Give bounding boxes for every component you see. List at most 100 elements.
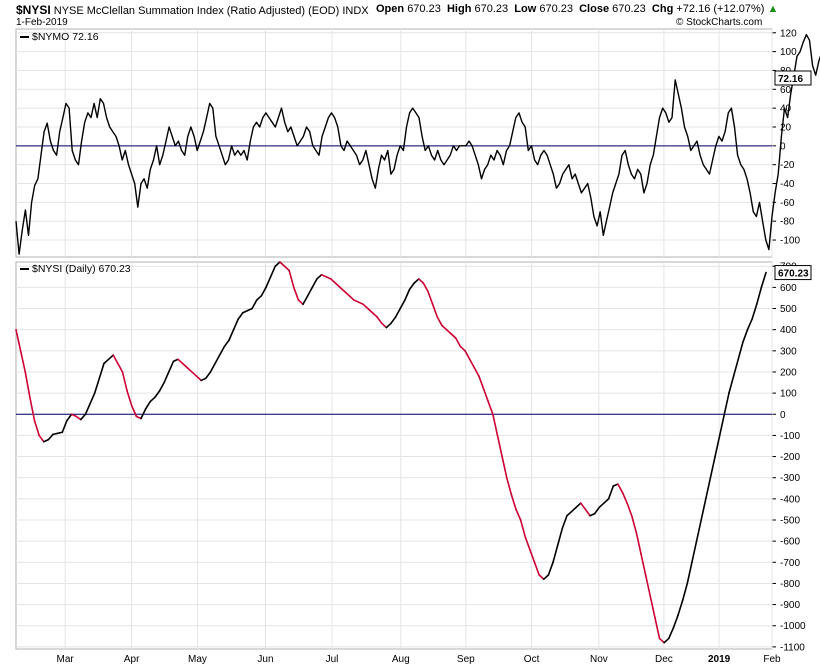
nysi-series-segment bbox=[496, 434, 503, 458]
nysi-series-segment bbox=[228, 328, 235, 342]
nysi-series-segment bbox=[640, 553, 647, 576]
x-tick-label: Jun bbox=[257, 654, 273, 665]
nymo-last-value-box bbox=[774, 70, 812, 86]
nysi-series-segment bbox=[75, 415, 82, 421]
nysi-series-segment bbox=[343, 290, 351, 297]
chart-title: $NYSI NYSE McClellan Summation Index (Ra… bbox=[16, 3, 369, 17]
nysi-series-segment bbox=[38, 434, 45, 443]
nysi-series-segment bbox=[47, 433, 54, 441]
nysi-series-segment bbox=[570, 506, 577, 513]
up-arrow-icon: ▲ bbox=[767, 3, 779, 15]
nysi-series-segment bbox=[292, 286, 300, 301]
nysi-series-segment bbox=[232, 318, 240, 331]
nysi-series-segment bbox=[126, 390, 133, 407]
symbol: $NYSI bbox=[16, 3, 51, 17]
nysi-series-segment bbox=[218, 345, 226, 356]
nysi-series-segment bbox=[593, 506, 601, 515]
nysi-series-segment bbox=[413, 278, 420, 284]
nymo-last-value-label: 72.16 bbox=[778, 74, 803, 85]
nysi-series-segment bbox=[42, 438, 50, 443]
nysi-series-segment bbox=[376, 316, 383, 325]
nysi-series-segment bbox=[172, 358, 179, 363]
nymo-legend: $NYMO 72.16 bbox=[20, 31, 99, 43]
nysi-series-segment bbox=[320, 273, 327, 278]
nysi-tick-label: 300 bbox=[780, 346, 797, 357]
nysi-series-segment bbox=[501, 455, 508, 479]
nysi-series-segment bbox=[70, 413, 77, 418]
x-tick-label: 2019 bbox=[708, 654, 731, 665]
x-tick-label: Feb bbox=[763, 654, 781, 665]
nysi-series-segment bbox=[422, 282, 429, 293]
x-tick-label: Mar bbox=[57, 654, 75, 665]
nysi-tick-label: -1000 bbox=[780, 621, 806, 632]
nysi-tick-label: 200 bbox=[780, 367, 797, 378]
nysi-series-segment bbox=[288, 269, 295, 289]
nysi-series-segment bbox=[80, 413, 87, 421]
nysi-series-segment bbox=[603, 498, 610, 504]
nymo-tick-label: -60 bbox=[780, 198, 795, 209]
nysi-series-segment bbox=[742, 328, 749, 344]
nysi-series-segment bbox=[561, 514, 568, 530]
nysi-tick-label: -700 bbox=[780, 558, 800, 569]
nysi-series-segment bbox=[700, 498, 707, 521]
nysi-series-segment bbox=[177, 358, 184, 365]
nysi-series-segment bbox=[311, 278, 318, 289]
nysi-series-segment bbox=[515, 508, 522, 521]
nysi-series-segment bbox=[98, 362, 105, 380]
nysi-series-segment bbox=[505, 476, 513, 496]
nysi-series-segment bbox=[538, 574, 545, 581]
nysi-tick-label: 0 bbox=[780, 410, 786, 421]
nysi-series-segment bbox=[19, 350, 27, 373]
ohlc-readout: Open 670.23 High 670.23 Low 670.23 Close… bbox=[376, 3, 778, 15]
nysi-series-segment bbox=[334, 282, 341, 289]
low-label: Low bbox=[514, 3, 537, 15]
x-tick-label: Apr bbox=[124, 654, 140, 665]
nysi-series-segment bbox=[459, 345, 466, 352]
nysi-series-segment bbox=[357, 301, 365, 306]
chg-label: Chg bbox=[651, 3, 674, 15]
nysi-series-segment bbox=[542, 574, 550, 581]
nysi-series-segment bbox=[167, 360, 175, 373]
nysi-series-segment bbox=[362, 303, 369, 310]
nysi-series-segment bbox=[436, 316, 443, 327]
chart-date: 1-Feb-2019 bbox=[16, 17, 68, 28]
nysi-series-segment bbox=[24, 371, 31, 399]
nysi-series-segment bbox=[723, 392, 730, 416]
nysi-series-segment bbox=[154, 390, 161, 399]
nysi-series-segment bbox=[29, 396, 36, 422]
nymo-tick-label: 20 bbox=[780, 122, 792, 133]
nymo-tick-label: -80 bbox=[780, 217, 795, 228]
nymo-legend-text: $NYMO 72.16 bbox=[32, 31, 99, 43]
x-tick-label: Aug bbox=[392, 654, 410, 665]
nysi-series-segment bbox=[529, 548, 536, 564]
nysi-series-segment bbox=[533, 561, 540, 576]
nysi-series-segment bbox=[121, 371, 128, 392]
nysi-series-segment bbox=[84, 402, 91, 416]
x-tick-label: Jul bbox=[326, 654, 339, 665]
nysi-series-segment bbox=[260, 286, 267, 297]
nysi-series-segment bbox=[667, 627, 675, 640]
nysi-series-segment bbox=[556, 527, 564, 547]
nysi-series-segment bbox=[584, 508, 591, 517]
open-label: Open bbox=[376, 3, 405, 15]
nysi-series-segment bbox=[265, 276, 272, 289]
nysi-series-segment bbox=[306, 286, 314, 297]
nysi-series-segment bbox=[455, 337, 462, 348]
nysi-series-segment bbox=[445, 328, 452, 335]
nysi-series-segment bbox=[686, 561, 693, 585]
nymo-tick-label: 60 bbox=[780, 85, 792, 96]
nysi-last-value-label: 670.23 bbox=[778, 269, 809, 280]
nysi-series-segment bbox=[404, 288, 411, 301]
nysi-tick-label: -1100 bbox=[780, 642, 805, 653]
nymo-tick-label: 0 bbox=[780, 141, 786, 152]
nymo-panel-frame bbox=[15, 28, 773, 258]
nysi-series-segment bbox=[325, 276, 332, 280]
nysi-tick-label: 100 bbox=[780, 389, 797, 400]
nysi-series-segment bbox=[630, 514, 638, 534]
nysi-series-segment bbox=[732, 358, 740, 377]
nysi-series-segment bbox=[705, 476, 712, 500]
nysi-series-segment bbox=[617, 483, 624, 494]
nysi-series-segment bbox=[302, 295, 309, 306]
x-tick-label: Oct bbox=[524, 654, 540, 665]
nysi-tick-label: -400 bbox=[780, 494, 800, 505]
